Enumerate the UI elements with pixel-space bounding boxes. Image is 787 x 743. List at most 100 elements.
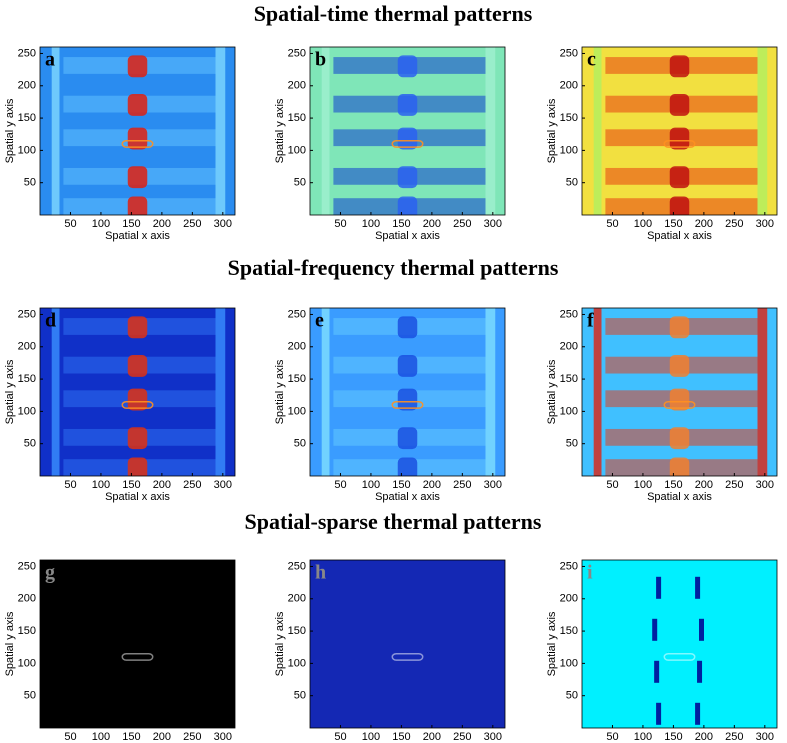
heatmap-hole bbox=[391, 139, 424, 148]
heatmap-edge bbox=[593, 308, 602, 476]
heatmap-hole bbox=[121, 139, 154, 148]
heatmap-blob bbox=[127, 166, 148, 189]
heatmap-blob bbox=[656, 702, 662, 725]
plot-frame bbox=[39, 307, 236, 477]
heatmap-image bbox=[40, 308, 235, 476]
heatmap-blob bbox=[656, 576, 662, 599]
x-tick-label: 100 bbox=[362, 218, 380, 230]
y-axis-label: Spatial y axis bbox=[546, 611, 558, 676]
x-tick-label: 100 bbox=[362, 731, 380, 743]
section-title: Spatial-frequency thermal patterns bbox=[228, 255, 559, 280]
heatmap-blob bbox=[127, 388, 148, 411]
heatmap-edge bbox=[593, 47, 602, 215]
plot-frame bbox=[39, 559, 236, 729]
heatmap-blob bbox=[669, 127, 690, 150]
heatmap-image bbox=[40, 47, 235, 215]
heatmap-edge bbox=[485, 308, 496, 476]
y-tick-label: 100 bbox=[18, 657, 36, 669]
x-tick-label: 50 bbox=[334, 479, 346, 491]
y-tick-label: 200 bbox=[288, 341, 306, 353]
y-tick-label: 200 bbox=[18, 593, 36, 605]
y-axis-label: Spatial y axis bbox=[546, 359, 558, 424]
y-axis-label: Spatial y axis bbox=[274, 98, 286, 163]
y-tick-label: 200 bbox=[560, 593, 578, 605]
x-tick-label: 150 bbox=[392, 479, 410, 491]
heatmap-blob bbox=[127, 355, 148, 377]
y-tick-label: 200 bbox=[560, 80, 578, 92]
y-axis-label: Spatial y axis bbox=[546, 98, 558, 163]
heatmap-blob bbox=[127, 457, 148, 476]
x-tick-label: 100 bbox=[362, 479, 380, 491]
y-tick-label: 150 bbox=[288, 112, 306, 124]
x-axis-label: Spatial x axis bbox=[105, 230, 170, 242]
y-tick-label: 150 bbox=[560, 112, 578, 124]
plot-frame bbox=[309, 46, 506, 216]
x-tick-label: 50 bbox=[334, 218, 346, 230]
x-tick-label: 50 bbox=[606, 479, 618, 491]
heatmap-blob bbox=[397, 388, 418, 411]
x-tick-label: 50 bbox=[606, 731, 618, 743]
y-axis-label: Spatial y axis bbox=[274, 359, 286, 424]
x-tick-label: 100 bbox=[92, 218, 110, 230]
heatmap-edge bbox=[51, 308, 60, 476]
y-tick-label: 250 bbox=[560, 560, 578, 572]
heatmap-hole bbox=[121, 400, 154, 409]
panel-label: g bbox=[45, 562, 55, 584]
x-tick-label: 50 bbox=[334, 731, 346, 743]
x-tick-label: 250 bbox=[725, 731, 743, 743]
y-tick-label: 50 bbox=[294, 690, 306, 702]
y-tick-label: 50 bbox=[566, 177, 578, 189]
x-tick-label: 50 bbox=[64, 479, 76, 491]
heatmap-edge bbox=[215, 308, 226, 476]
y-tick-label: 50 bbox=[24, 690, 36, 702]
heatmap-hole bbox=[121, 652, 154, 661]
y-tick-label: 150 bbox=[18, 373, 36, 385]
heatmap-blob bbox=[699, 618, 704, 641]
x-tick-label: 300 bbox=[756, 731, 774, 743]
heatmap-image bbox=[582, 560, 777, 728]
plot-frame bbox=[39, 46, 236, 216]
panel-label: d bbox=[45, 310, 56, 332]
section-title: Spatial-sparse thermal patterns bbox=[245, 509, 542, 534]
x-tick-label: 250 bbox=[183, 218, 201, 230]
y-tick-label: 250 bbox=[288, 560, 306, 572]
x-tick-label: 300 bbox=[214, 479, 232, 491]
heatmap-edge bbox=[485, 47, 496, 215]
panel-label: h bbox=[315, 562, 326, 584]
x-tick-label: 150 bbox=[664, 479, 682, 491]
x-tick-label: 200 bbox=[153, 479, 171, 491]
x-axis-label: Spatial x axis bbox=[647, 491, 712, 503]
y-tick-label: 50 bbox=[294, 438, 306, 450]
y-tick-label: 100 bbox=[288, 405, 306, 417]
heatmap-edge bbox=[321, 308, 330, 476]
x-tick-label: 300 bbox=[756, 479, 774, 491]
y-tick-label: 200 bbox=[288, 593, 306, 605]
heatmap-blob bbox=[669, 355, 690, 377]
heatmap-hole bbox=[663, 652, 696, 661]
x-tick-label: 150 bbox=[122, 731, 140, 743]
x-tick-label: 300 bbox=[484, 218, 502, 230]
x-tick-label: 250 bbox=[453, 479, 471, 491]
heatmap-blob bbox=[397, 457, 418, 476]
heatmap-hole bbox=[391, 400, 424, 409]
heatmap-blob bbox=[695, 576, 701, 599]
x-tick-label: 100 bbox=[92, 479, 110, 491]
heatmap-blob bbox=[669, 457, 690, 476]
x-tick-label: 200 bbox=[423, 218, 441, 230]
x-axis-label: Spatial x axis bbox=[375, 491, 440, 503]
heatmap-blob bbox=[397, 55, 418, 78]
x-tick-label: 250 bbox=[725, 479, 743, 491]
x-tick-label: 200 bbox=[423, 731, 441, 743]
y-tick-label: 250 bbox=[18, 560, 36, 572]
heatmap-blob bbox=[669, 388, 690, 411]
heatmap-bg bbox=[310, 560, 505, 728]
x-tick-label: 150 bbox=[122, 479, 140, 491]
x-tick-label: 50 bbox=[64, 218, 76, 230]
x-tick-label: 250 bbox=[183, 731, 201, 743]
x-tick-label: 100 bbox=[634, 731, 652, 743]
plot-frame bbox=[581, 46, 778, 216]
heatmap-blob bbox=[127, 55, 148, 78]
y-tick-label: 50 bbox=[24, 438, 36, 450]
x-tick-label: 200 bbox=[423, 479, 441, 491]
x-tick-label: 250 bbox=[183, 479, 201, 491]
